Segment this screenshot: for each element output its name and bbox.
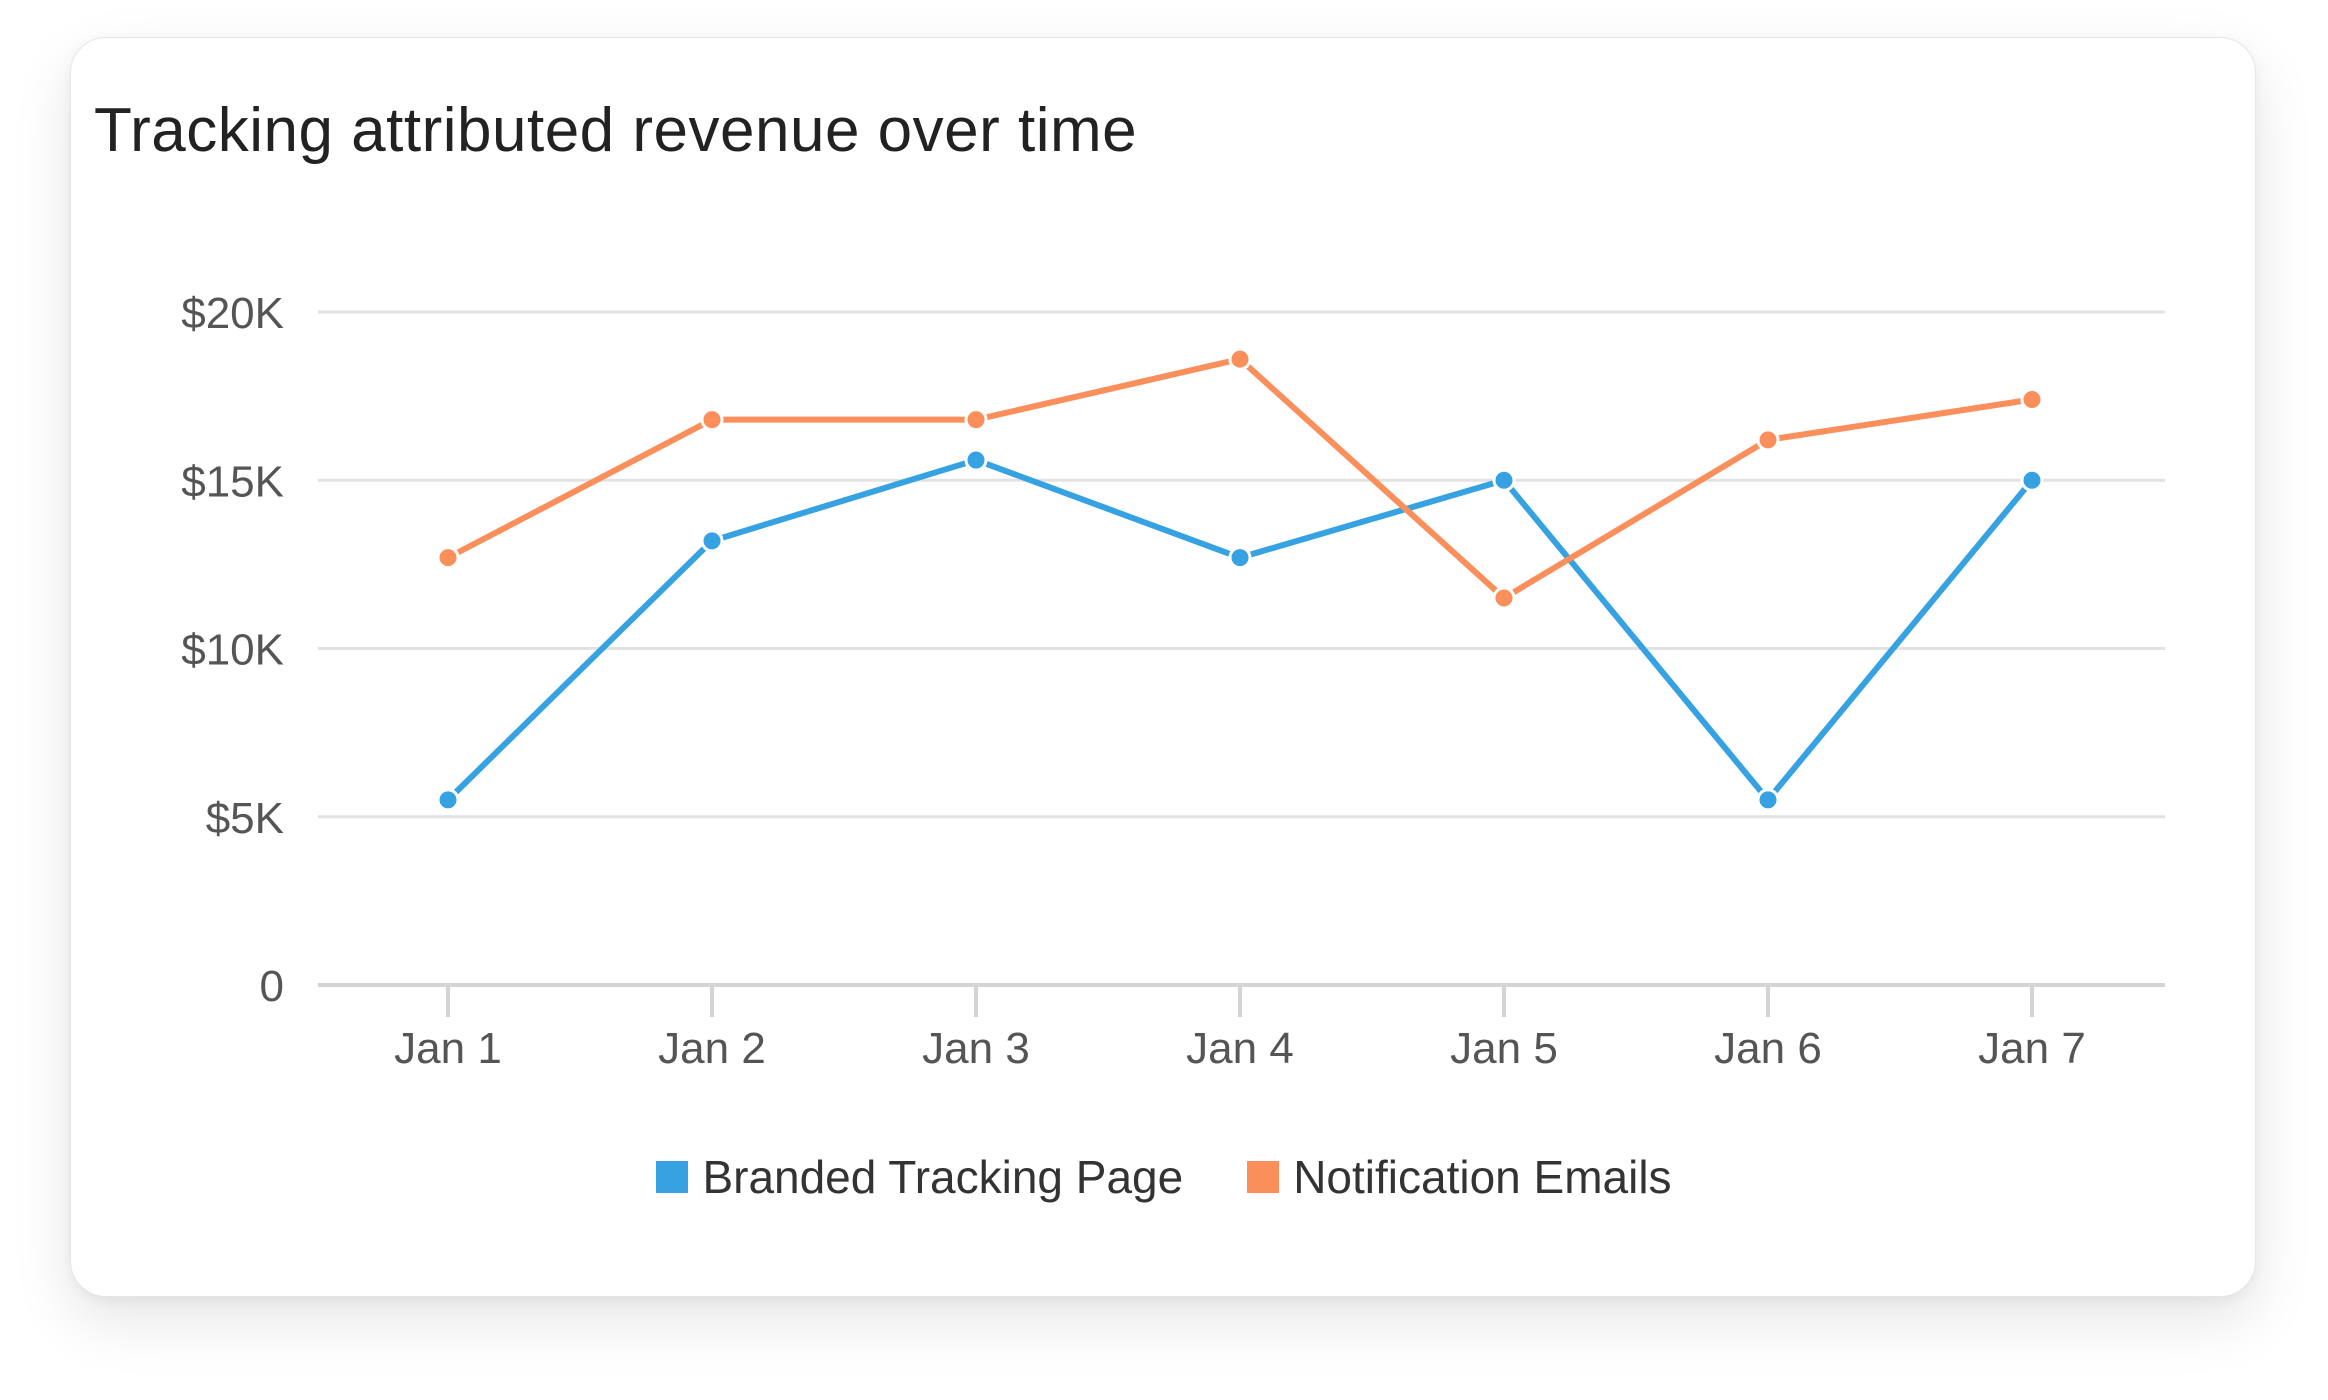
data-point-branded-tracking-page — [436, 788, 460, 812]
chart-card — [70, 37, 2256, 1297]
y-tick-label: 0 — [260, 962, 284, 1011]
x-tick-label: Jan 3 — [922, 1024, 1030, 1073]
data-point-branded-tracking-page — [2020, 468, 2044, 492]
y-tick-label: $20K — [181, 289, 284, 338]
x-tick-label: Jan 6 — [1714, 1024, 1822, 1073]
y-tick-label: $15K — [181, 457, 284, 506]
series-line-branded-tracking-page — [445, 457, 2035, 803]
x-tick-label: Jan 1 — [394, 1024, 502, 1073]
data-point-branded-tracking-page — [1756, 788, 1780, 812]
chart-legend: Branded Tracking Page Notification Email… — [0, 1150, 2328, 1204]
data-point-branded-tracking-page — [964, 448, 988, 472]
data-point-notification-emails — [1756, 428, 1780, 452]
data-point-branded-tracking-page — [1492, 468, 1516, 492]
legend-label-notification-emails: Notification Emails — [1293, 1151, 1672, 1203]
x-tick-label: Jan 7 — [1978, 1024, 2086, 1073]
y-tick-label: $5K — [206, 794, 284, 843]
x-tick-label: Jan 2 — [658, 1024, 766, 1073]
data-point-notification-emails — [1492, 586, 1516, 610]
legend-label-branded-tracking-page: Branded Tracking Page — [702, 1151, 1184, 1203]
data-point-notification-emails — [436, 546, 460, 570]
x-tick-label: Jan 4 — [1186, 1024, 1294, 1073]
data-point-notification-emails — [700, 408, 724, 432]
legend-item-notification-emails[interactable]: Notification Emails — [1247, 1150, 1672, 1204]
data-point-branded-tracking-page — [700, 529, 724, 553]
x-tick-label: Jan 5 — [1450, 1024, 1558, 1073]
chart-title: Tracking attributed revenue over time — [94, 96, 1138, 165]
legend-swatch-branded-tracking-page — [656, 1161, 689, 1193]
data-point-notification-emails — [1228, 347, 1252, 371]
y-tick-label: $10K — [181, 626, 284, 675]
data-point-notification-emails — [2020, 387, 2044, 411]
legend-item-branded-tracking-page[interactable]: Branded Tracking Page — [656, 1150, 1183, 1204]
data-point-branded-tracking-page — [1228, 546, 1252, 570]
data-point-notification-emails — [964, 408, 988, 432]
legend-swatch-notification-emails — [1247, 1161, 1280, 1193]
